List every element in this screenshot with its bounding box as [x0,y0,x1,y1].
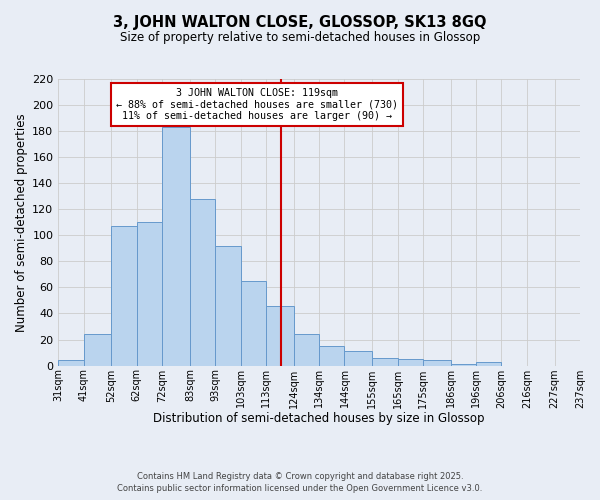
Text: 3 JOHN WALTON CLOSE: 119sqm  
← 88% of semi-detached houses are smaller (730)
11: 3 JOHN WALTON CLOSE: 119sqm ← 88% of sem… [116,88,398,121]
Bar [137,222,162,366]
Text: Size of property relative to semi-detached houses in Glossop: Size of property relative to semi-detach… [120,31,480,44]
Bar [423,360,451,366]
Bar [344,351,373,366]
Bar [373,358,398,366]
Bar [294,334,319,366]
Bar [83,334,112,366]
Bar [112,226,137,366]
Bar [476,362,502,366]
Bar [58,360,83,366]
Bar [162,127,190,366]
Text: Contains HM Land Registry data © Crown copyright and database right 2025.
Contai: Contains HM Land Registry data © Crown c… [118,472,482,493]
Bar [319,346,344,366]
Bar [451,364,476,366]
Bar [190,199,215,366]
Bar [266,306,294,366]
X-axis label: Distribution of semi-detached houses by size in Glossop: Distribution of semi-detached houses by … [154,412,485,425]
Bar [241,281,266,365]
Text: 3, JOHN WALTON CLOSE, GLOSSOP, SK13 8GQ: 3, JOHN WALTON CLOSE, GLOSSOP, SK13 8GQ [113,15,487,30]
Bar [215,246,241,366]
Y-axis label: Number of semi-detached properties: Number of semi-detached properties [15,113,28,332]
Bar [398,359,423,366]
